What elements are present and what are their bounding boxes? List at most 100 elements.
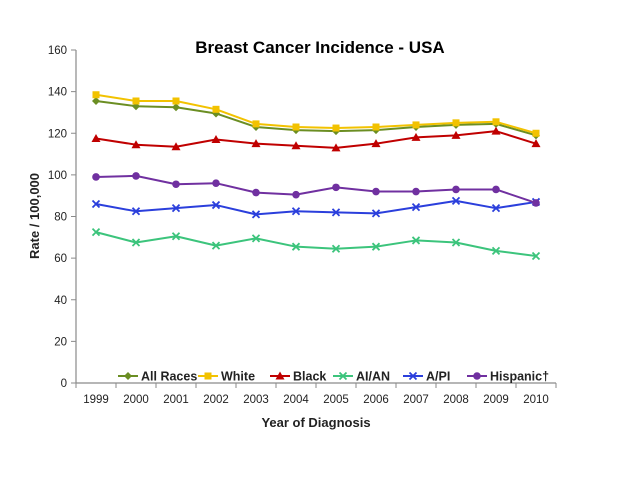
series-lines [91,91,541,261]
data-point-hispanic [212,179,220,187]
data-point-hispanic [532,199,540,207]
data-point-hispanic [372,187,380,196]
legend-marker [124,372,132,380]
y-tick-label: 140 [48,87,67,99]
data-point-a-pi [411,202,421,212]
data-point-black [251,139,261,148]
data-point-ai-an [131,238,141,247]
legend-marker [275,371,285,380]
data-point-ai-an [211,241,221,250]
x-tick-label: 2000 [123,394,149,406]
data-point-black [131,140,141,149]
series-line-all-races [95,99,537,137]
x-tick-label: 2006 [363,394,389,406]
data-point-all-races [172,103,180,112]
data-point-hispanic [452,185,460,194]
series-white [92,91,540,137]
x-tick-label: 2009 [483,394,509,406]
x-tick-label: 2007 [403,394,429,406]
data-point-white [172,97,180,105]
data-point-ai-an [171,232,181,241]
data-point-black [371,139,381,148]
data-point-a-pi [491,204,501,213]
data-point-black [171,142,181,151]
legend-item-black: Black [270,370,326,384]
chart-title: Breast Cancer Incidence - USA [195,38,444,57]
legend-marker [473,372,481,380]
legend-label: AI/AN [356,370,390,384]
data-point-white [412,121,420,129]
data-point-ai-an [331,244,341,253]
data-point-hispanic [332,183,340,192]
legend-item-all-races: All Races [118,370,197,384]
data-point-hispanic [492,185,500,194]
legend-label: White [221,370,255,384]
series-a-pi [91,196,541,219]
y-tick-label: 80 [54,212,67,224]
data-point-black [331,143,341,152]
legend-item-ai-an: AI/AN [333,370,390,384]
y-tick-label: 60 [54,253,67,265]
legend-item-white: White [198,370,255,384]
data-point-hispanic [172,180,180,189]
series-line-a-pi [95,199,537,216]
data-point-white [332,124,340,132]
x-tick-label: 1999 [83,394,109,406]
y-tick-label: 40 [54,295,67,307]
data-point-all-races [92,96,100,105]
data-point-a-pi [291,207,301,216]
y-tick-label: 100 [48,170,67,182]
y-tick-label: 120 [48,128,67,140]
legend-marker [204,372,212,380]
series-hispanic [92,172,540,207]
data-point-black [91,133,101,142]
axes: 0 20 40 60 80 100 120 140 160 1999 2000 2001 2002 200… [48,45,557,406]
data-point-a-pi [171,204,181,213]
data-point-black [291,141,301,150]
series-line-white [95,93,537,135]
y-tick-label: 20 [54,336,67,348]
x-tick-label: 2002 [203,394,229,406]
series-line-ai-an [95,231,537,258]
legend-marker [338,371,348,381]
x-tick-label: 2005 [323,394,349,406]
data-point-hispanic [292,190,300,199]
x-tick-label: 2003 [243,394,269,406]
data-point-ai-an [291,242,301,251]
data-point-ai-an [491,246,501,255]
data-point-white [452,119,460,127]
data-point-ai-an [531,251,541,261]
x-tick-label: 2004 [283,394,309,406]
x-tick-label: 2010 [523,394,549,406]
data-point-a-pi [211,200,221,210]
data-point-ai-an [411,236,421,245]
legend-item-a-pi: A/PI [403,370,450,384]
data-point-white [92,91,100,99]
y-tick-label: 0 [61,378,67,390]
series-black [91,126,541,152]
x-axis-label: Year of Diagnosis [261,415,370,430]
data-point-black [491,126,501,135]
data-point-white [492,118,500,126]
data-point-ai-an [371,242,381,251]
data-point-a-pi [451,196,461,206]
legend-label: Hispanic† [490,370,549,384]
data-point-a-pi [251,210,261,219]
data-point-white [252,120,260,128]
series-line-black [95,130,537,149]
data-point-black [411,132,421,141]
data-point-black [211,134,221,143]
data-point-white [372,123,380,131]
data-point-black [531,139,541,148]
data-point-ai-an [91,227,101,237]
data-point-ai-an [251,234,261,243]
y-axis-label: Rate / 100,000 [27,173,42,259]
series-line-hispanic [95,174,537,204]
legend: All Races White Black AI/AN A/PI Hispanic† [118,370,549,384]
data-point-hispanic [252,188,260,197]
y-tick-label: 160 [48,45,67,57]
legend-label: All Races [141,370,197,384]
legend-label: A/PI [426,370,450,384]
data-point-hispanic [92,173,100,181]
